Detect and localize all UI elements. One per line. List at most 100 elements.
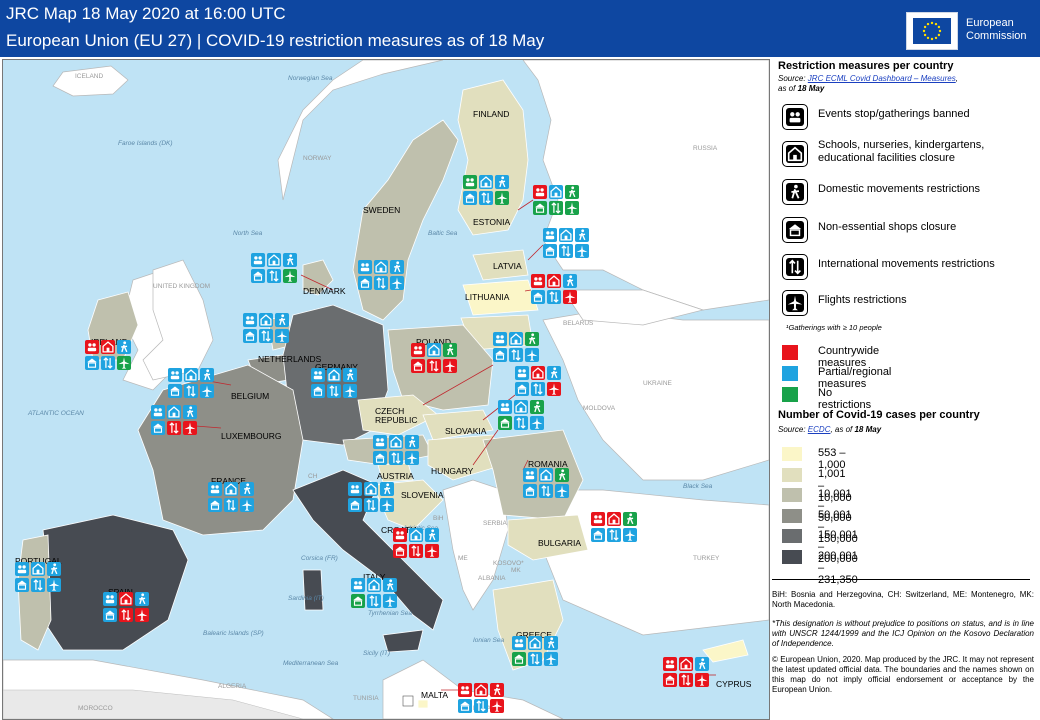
measures-grid-latvia[interactable] xyxy=(543,228,589,258)
shop-icon xyxy=(168,384,182,398)
sea-label: Sardinia (IT) xyxy=(288,595,324,602)
measures-grid-estonia[interactable] xyxy=(533,185,579,215)
status-label: Partial/regional measures xyxy=(818,366,892,390)
non-eu-label: BELARUS xyxy=(563,320,594,327)
map-title-line2: European Union (EU 27) | COVID-19 restri… xyxy=(6,31,545,50)
measures-grid-france[interactable] xyxy=(208,482,254,512)
arrows-icon xyxy=(607,528,621,542)
legend-measure-row: International movements restrictions xyxy=(782,254,1038,280)
measures-grid-germany[interactable] xyxy=(311,368,357,398)
measures-grid-greece[interactable] xyxy=(512,636,558,666)
sea-label: Baltic Sea xyxy=(428,230,458,237)
leader-line xyxy=(524,289,532,292)
school-icon xyxy=(479,175,493,189)
plane-icon xyxy=(383,594,397,608)
country-label: GREECE xyxy=(516,630,552,640)
logo-text: European Commission xyxy=(966,17,1027,43)
cases-swatch xyxy=(782,447,802,461)
status-swatch xyxy=(782,366,798,381)
walking-icon xyxy=(490,683,504,697)
gathering-icon xyxy=(463,175,477,189)
country-slovakia xyxy=(422,409,494,441)
school-icon xyxy=(184,368,198,382)
shop-icon xyxy=(493,348,507,362)
school-icon xyxy=(679,657,693,671)
measures-grid-poland[interactable] xyxy=(411,343,457,373)
shop-icon xyxy=(103,608,117,622)
measures-grid-finland[interactable] xyxy=(463,175,509,205)
measures-grid-portugal[interactable] xyxy=(15,562,61,592)
gathering-icon xyxy=(348,482,362,496)
non-eu-label: MK xyxy=(511,567,521,574)
measures-grid-slovenia[interactable] xyxy=(348,482,394,512)
country-label: CZECH xyxy=(375,406,404,416)
measures-grid-slovakia[interactable] xyxy=(515,366,561,396)
measures-grid-lithuania[interactable] xyxy=(531,274,577,304)
logo-text-line1: European xyxy=(966,17,1014,29)
measures-grid-italy[interactable] xyxy=(351,578,397,608)
measures-grid-croatia[interactable] xyxy=(393,528,439,558)
walking-icon xyxy=(695,657,709,671)
non-eu-label: ALBANIA xyxy=(478,575,506,582)
gathering-icon xyxy=(208,482,222,496)
school-icon xyxy=(367,578,381,592)
plane-icon xyxy=(47,578,61,592)
country-label: SWEDEN xyxy=(363,205,400,215)
legend-measure-row: Domestic movements restrictions xyxy=(782,179,1038,205)
arrows-icon xyxy=(427,359,441,373)
plane-icon xyxy=(544,652,558,666)
gathering-icon xyxy=(512,636,526,650)
shop-icon xyxy=(591,528,605,542)
cases-source-link[interactable]: ECDC xyxy=(807,425,831,434)
arrows-icon xyxy=(367,594,381,608)
plane-icon xyxy=(555,484,569,498)
cases-swatch xyxy=(782,529,802,543)
divider xyxy=(772,579,1030,580)
country-label: AUSTRIA xyxy=(377,471,414,481)
shop-icon xyxy=(498,416,512,430)
shop-icon xyxy=(512,652,526,666)
plane-icon xyxy=(240,498,254,512)
non-eu-label: ALGERIA xyxy=(218,683,247,690)
measures-grid-czech-republic[interactable] xyxy=(493,332,539,362)
plane-icon xyxy=(117,356,131,370)
country-austria xyxy=(342,434,434,466)
walking-icon xyxy=(563,274,577,288)
measures-grid-denmark[interactable] xyxy=(251,253,297,283)
legend-measure-label: Domestic movements restrictions xyxy=(818,183,980,195)
cases-label: 50,001 – 150,000 xyxy=(818,508,858,545)
plane-icon xyxy=(623,528,637,542)
measures-grid-sweden[interactable] xyxy=(358,260,404,290)
shop-icon xyxy=(533,201,547,215)
measures-source-link[interactable]: JRC ECML Covid Dashboard – Measures xyxy=(807,74,956,83)
measures-grid-cyprus[interactable] xyxy=(663,657,709,687)
outer-land xyxy=(3,689,304,719)
legend-panel: Restriction measures per country Source:… xyxy=(772,59,1038,718)
walking-icon xyxy=(183,405,197,419)
plane-icon xyxy=(443,359,457,373)
shop-icon xyxy=(251,269,265,283)
country-cyprus xyxy=(702,639,749,663)
walking-icon xyxy=(390,260,404,274)
measures-grid-austria[interactable] xyxy=(373,435,419,465)
school-icon xyxy=(374,260,388,274)
gathering-icon xyxy=(393,528,407,542)
measures-grid-ireland[interactable] xyxy=(85,340,131,370)
sea-label: Norwegian Sea xyxy=(288,75,333,82)
school-icon xyxy=(101,340,115,354)
measures-grid-romania[interactable] xyxy=(523,468,569,498)
arrows-icon xyxy=(224,498,238,512)
measures-grid-bulgaria[interactable] xyxy=(591,512,637,542)
source-date: 18 May xyxy=(797,84,825,93)
cases-source-date: 18 May xyxy=(854,425,882,434)
arrows-icon xyxy=(167,421,181,435)
measures-grid-malta[interactable] xyxy=(458,683,504,713)
europe-map[interactable]: ICELAND UNITED KINGDOM NORWAY BELARUS UKRAIN… xyxy=(2,59,770,720)
leader-line xyxy=(522,459,529,471)
measures-grid-belgium[interactable] xyxy=(168,368,214,398)
measures-grid-netherlands[interactable] xyxy=(243,313,289,343)
walking-icon xyxy=(343,368,357,382)
measures-grid-hungary[interactable] xyxy=(498,400,544,430)
measures-grid-spain[interactable] xyxy=(103,592,149,622)
measures-grid-luxembourg[interactable] xyxy=(151,405,197,435)
